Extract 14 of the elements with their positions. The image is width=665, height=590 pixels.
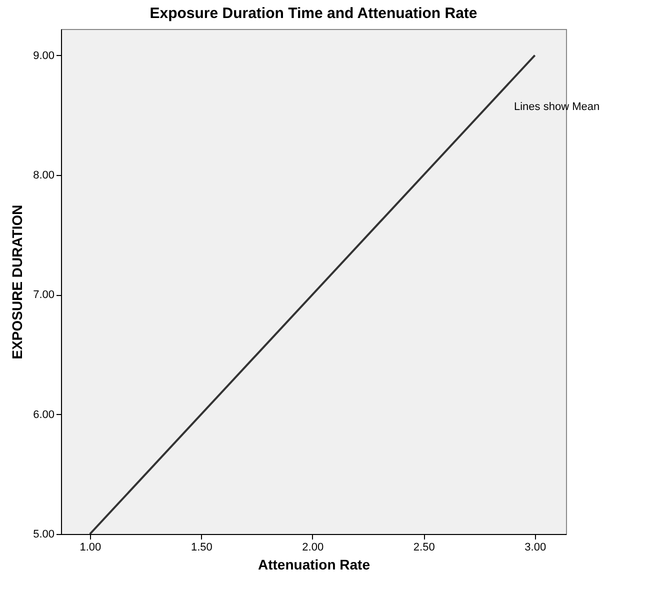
y-tick-label: 7.00 (33, 289, 54, 302)
y-tick-label: 8.00 (33, 169, 54, 182)
y-tick-label: 6.00 (33, 408, 54, 421)
y-tick-label: 5.00 (33, 528, 54, 540)
x-tick-label: 1.00 (80, 542, 102, 554)
x-axis-title: Attenuation Rate (258, 556, 370, 572)
x-tick-label: 3.00 (524, 542, 546, 554)
x-tick-label: 2.00 (302, 542, 324, 554)
x-tick-label: 1.50 (190, 542, 212, 554)
y-axis-title: EXPOSURE DURATION (9, 204, 26, 360)
annotation: Lines show Mean (514, 101, 600, 113)
x-tick-label: 2.50 (413, 542, 435, 554)
chart-title: Exposure Duration Time and Attenuation Rate (150, 5, 478, 22)
y-tick-label: 9.00 (33, 50, 54, 62)
